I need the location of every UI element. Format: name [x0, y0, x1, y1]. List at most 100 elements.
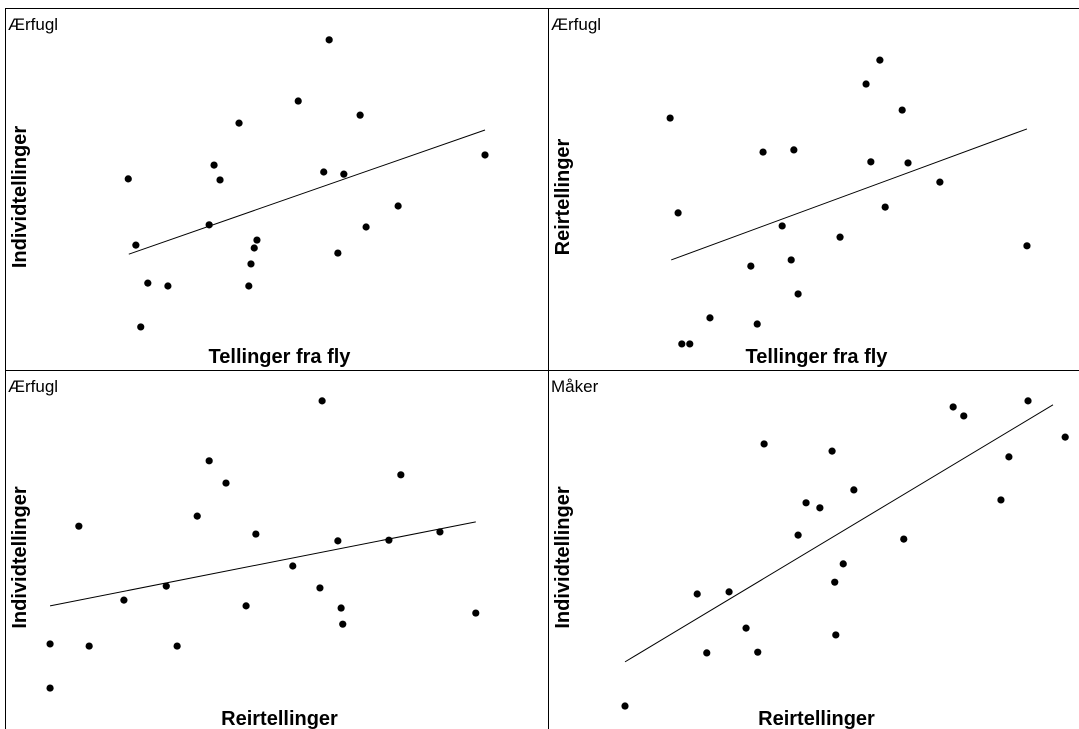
panel-border — [5, 370, 549, 729]
point — [250, 244, 258, 252]
point — [621, 702, 629, 710]
point — [253, 236, 261, 244]
point — [334, 249, 342, 257]
point — [787, 256, 795, 264]
point — [753, 320, 761, 328]
point — [137, 323, 145, 331]
point — [900, 535, 908, 543]
point — [686, 340, 694, 348]
point — [666, 114, 674, 122]
point — [164, 282, 172, 290]
trend-line — [624, 404, 1054, 663]
point — [794, 531, 802, 539]
panel-title: Ærfugl — [551, 15, 601, 34]
point — [325, 36, 333, 44]
point — [832, 631, 840, 639]
point — [678, 340, 686, 348]
y-axis-label: Individtellinger — [552, 486, 574, 628]
panel-border — [548, 8, 1079, 371]
point — [949, 403, 957, 411]
point — [120, 596, 128, 604]
point — [320, 168, 328, 176]
panel: Ærfugl Reirtellinger Tellinger fra fly — [548, 8, 1079, 371]
point — [759, 148, 767, 156]
point — [794, 290, 802, 298]
panel: Ærfugl Individtellinger Reirtellinger — [5, 370, 549, 729]
point — [210, 161, 218, 169]
point — [340, 170, 348, 178]
point — [385, 536, 393, 544]
point — [693, 590, 701, 598]
point — [124, 175, 132, 183]
panel-border — [548, 370, 1079, 729]
point — [252, 530, 260, 538]
point — [760, 440, 768, 448]
point — [193, 512, 201, 520]
panel-title: Måker — [551, 377, 599, 396]
point — [1024, 397, 1032, 405]
panel: Ærfugl Individtellinger Tellinger fra fly — [5, 8, 549, 371]
panel-title: Ærfugl — [8, 377, 58, 396]
panel-title: Ærfugl — [8, 15, 58, 34]
point — [144, 279, 152, 287]
point — [394, 202, 402, 210]
point — [904, 159, 912, 167]
x-axis-label: Reirtellinger — [758, 708, 875, 729]
point — [778, 222, 786, 230]
point — [289, 562, 297, 570]
point — [850, 486, 858, 494]
point — [881, 203, 889, 211]
point — [46, 684, 54, 692]
point — [1005, 453, 1013, 461]
x-axis-label: Tellinger fra fly — [746, 346, 889, 368]
point — [247, 260, 255, 268]
point — [242, 602, 250, 610]
point — [481, 151, 489, 159]
point — [960, 412, 968, 420]
point — [1061, 433, 1069, 441]
point — [754, 648, 762, 656]
point — [205, 221, 213, 229]
point — [472, 609, 480, 617]
point — [397, 471, 405, 479]
point — [162, 582, 170, 590]
point — [839, 560, 847, 568]
x-axis-label: Reirtellinger — [221, 708, 338, 729]
panel: Måker Individtellinger Reirtellinger — [548, 370, 1079, 729]
point — [703, 649, 711, 657]
panel-border — [5, 8, 549, 371]
point — [867, 158, 875, 166]
point — [816, 504, 824, 512]
point — [173, 642, 181, 650]
point — [436, 528, 444, 536]
point — [706, 314, 714, 322]
point — [75, 522, 83, 530]
point — [747, 262, 755, 270]
point — [205, 457, 213, 465]
point — [222, 479, 230, 487]
point — [316, 584, 324, 592]
point — [898, 106, 906, 114]
point — [216, 176, 224, 184]
point — [790, 146, 798, 154]
point — [245, 282, 253, 290]
point — [936, 178, 944, 186]
point — [356, 111, 364, 119]
point — [46, 640, 54, 648]
point — [862, 80, 870, 88]
point — [339, 620, 347, 628]
point — [725, 588, 733, 596]
trend-line — [128, 129, 486, 255]
point — [85, 642, 93, 650]
point — [337, 604, 345, 612]
point — [836, 233, 844, 241]
point — [362, 223, 370, 231]
point — [828, 447, 836, 455]
y-axis-label: Reirtellinger — [552, 138, 574, 255]
trend-line — [49, 521, 476, 607]
point — [802, 499, 810, 507]
point — [235, 119, 243, 127]
x-axis-label: Tellinger fra fly — [209, 346, 352, 368]
